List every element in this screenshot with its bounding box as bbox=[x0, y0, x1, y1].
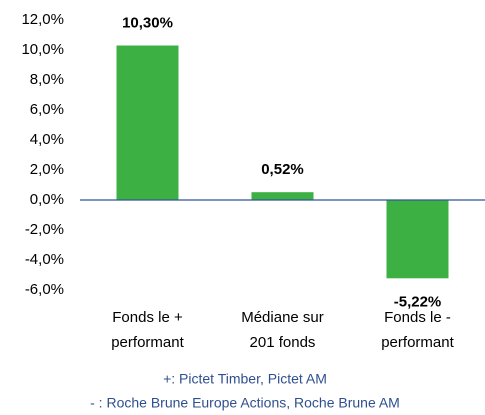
note: - : Roche Brune Europe Actions, Roche Br… bbox=[90, 395, 400, 411]
value-label: 0,52% bbox=[261, 161, 304, 178]
y-tick-label: 8,0% bbox=[30, 71, 64, 88]
y-tick-label: 4,0% bbox=[30, 131, 64, 148]
y-tick-label: 2,0% bbox=[30, 161, 64, 178]
bar bbox=[386, 200, 449, 279]
x-tick-label: performant bbox=[111, 334, 184, 351]
value-label: -5,22% bbox=[394, 293, 442, 310]
y-tick-label: 6,0% bbox=[30, 101, 64, 118]
note: +: Pictet Timber, Pictet AM bbox=[163, 371, 327, 387]
y-tick-label: -2,0% bbox=[25, 221, 64, 238]
bar bbox=[116, 45, 179, 200]
bar bbox=[251, 192, 314, 200]
y-tick-label: 0,0% bbox=[30, 191, 64, 208]
y-tick-label: 10,0% bbox=[21, 41, 64, 58]
x-tick-label: Médiane sur bbox=[241, 309, 324, 326]
x-tick-label: Fonds le + bbox=[112, 309, 183, 326]
x-tick-label: Fonds le - bbox=[384, 309, 451, 326]
x-tick-label: performant bbox=[381, 334, 454, 351]
value-label: 10,30% bbox=[122, 14, 173, 31]
y-tick-label: 12,0% bbox=[21, 11, 64, 28]
x-tick-label: 201 fonds bbox=[250, 334, 316, 351]
y-tick-label: -6,0% bbox=[25, 281, 64, 298]
y-tick-label: -4,0% bbox=[25, 251, 64, 268]
